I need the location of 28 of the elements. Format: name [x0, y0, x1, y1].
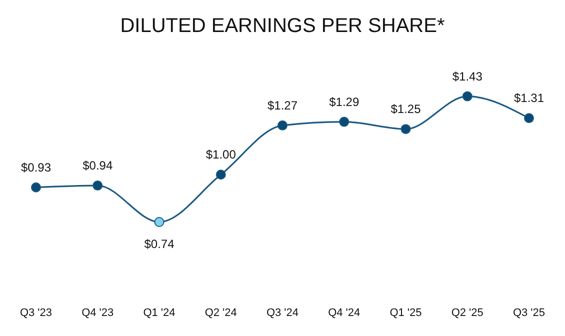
point [462, 91, 472, 102]
x-tick-label: Q1 '24 [143, 307, 176, 319]
data-label: $1.29 [329, 94, 360, 109]
point [154, 217, 164, 227]
x-tick-label: Q3 '25 [512, 307, 546, 319]
point [92, 180, 103, 191]
point [524, 113, 534, 124]
point [278, 120, 288, 130]
data-label: $0.93 [20, 160, 52, 174]
data-label: $0.94 [82, 158, 113, 173]
data-label: $0.74 [144, 237, 175, 251]
x-tick-label: Q4 '23 [82, 307, 114, 319]
x-tick-label: Q1 '25 [390, 307, 422, 319]
point [400, 124, 411, 134]
chart-title: DILUTED EARNINGS PER SHARE* [120, 15, 445, 37]
x-tick-label: Q3 '23 [20, 307, 52, 319]
data-label: $1.00 [206, 148, 236, 162]
point [216, 170, 226, 180]
x-tick-label: Q2 '25 [451, 307, 484, 319]
data-label: $1.43 [452, 69, 483, 84]
point [31, 182, 41, 192]
data-label: $1.27 [267, 98, 298, 112]
data-label: $1.31 [514, 91, 544, 106]
x-tick-label: Q2 '24 [204, 307, 237, 319]
point [339, 116, 350, 127]
x-tick-label: Q3 '24 [266, 307, 299, 319]
data-label: $1.25 [390, 102, 422, 116]
x-tick-label: Q4 '24 [328, 307, 360, 319]
